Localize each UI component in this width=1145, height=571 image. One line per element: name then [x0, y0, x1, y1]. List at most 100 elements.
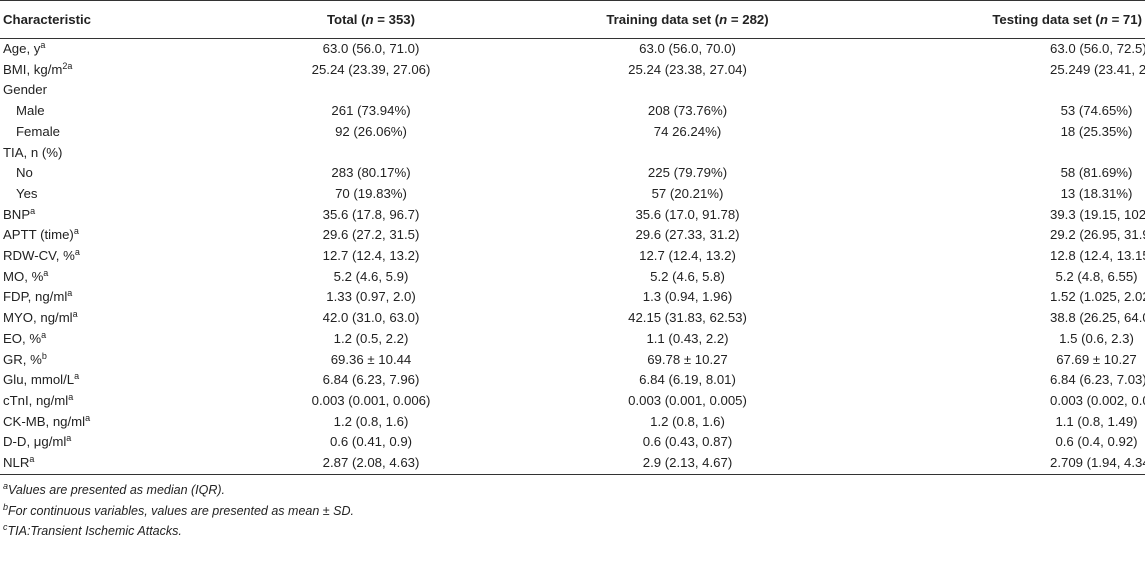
- row-label: CK-MB, ng/ml: [3, 413, 86, 429]
- header-total-rest: = 353): [373, 12, 416, 27]
- row-label-superscript: a: [43, 267, 49, 278]
- header-training-n: n: [719, 12, 728, 27]
- cell-testing: 5.2 (4.8, 6.55): [1055, 268, 1138, 284]
- header-training-rest: = 282): [727, 12, 769, 27]
- row-characteristic: Female: [0, 122, 232, 143]
- table-row: cTnI, ng/mla 0.003 (0.001, 0.006) 0.003 (0…: [0, 391, 1145, 412]
- cell-testing: 0.6 (0.4, 0.92): [1055, 434, 1138, 450]
- header-total-n: n: [365, 12, 374, 27]
- table-row: CK-MB, ng/mla 1.2 (0.8, 1.6) 1.2 (0.8, 1.6…: [0, 412, 1145, 433]
- cell-testing: 1.52 (1.025, 2.02): [1050, 289, 1145, 305]
- row-label: Age, y: [3, 41, 41, 56]
- row-characteristic: EO, %a: [0, 329, 232, 350]
- row-label: MYO, ng/ml: [3, 310, 73, 326]
- cell-testing: 2.709 (1.94, 4.34): [865, 453, 1145, 475]
- cell-training: 1.3 (0.94, 1.96): [642, 289, 733, 305]
- header-testing-n: n: [1099, 12, 1108, 27]
- table-row: D-D, μg/mla 0.6 (0.41, 0.9) 0.6 (0.43, 0.8…: [0, 432, 1145, 453]
- row-label: D-D, μg/ml: [3, 434, 67, 450]
- row-label: EO, %: [3, 330, 42, 346]
- cell-training: 1.1 (0.43, 2.2): [646, 330, 729, 346]
- cell-training: 25.24 (23.38, 27.04): [628, 61, 747, 77]
- cell-total: 0.6 (0.41, 0.9): [329, 434, 413, 450]
- row-label: cTnI, ng/ml: [3, 392, 69, 408]
- cell-total: 283 (80.17%): [331, 165, 411, 181]
- cell-testing: 6.84 (6.23, 7.03): [1050, 372, 1145, 388]
- table-row: Glu, mmol/La 6.84 (6.23, 7.96) 6.84 (6.19,…: [0, 370, 1145, 391]
- footnote: aValues are presented as median (IQR).: [3, 480, 354, 501]
- row-label: RDW-CV, %: [3, 248, 75, 264]
- footnote-marker: a: [3, 481, 9, 491]
- cell-testing: [865, 80, 1145, 101]
- row-label: FDP, ng/ml: [3, 289, 68, 305]
- row-label-superscript: b: [41, 350, 47, 361]
- characteristics-table: Characteristic Total (n = 353) Training …: [0, 0, 1145, 475]
- footnote-text: For continuous variables, values are pre…: [8, 503, 354, 518]
- cell-training: 2.9 (2.13, 4.67): [510, 453, 865, 475]
- footnote-text: Values are presented as median (IQR).: [8, 483, 226, 497]
- header-testing-rest: = 71): [1107, 12, 1142, 27]
- row-label: Female: [16, 123, 60, 139]
- cell-training: 63.0 (56.0, 70.0): [639, 41, 736, 56]
- row-label: TIA, n (%): [3, 144, 63, 160]
- table-row: No 283 (80.17%) 225 (79.79%) 58 (81.69%): [0, 163, 1145, 184]
- table-header: Characteristic Total (n = 353) Training …: [0, 0, 1145, 39]
- table-row: MO, %a 5.2 (4.6, 5.9) 5.2 (4.6, 5.8) 5.2 (4…: [0, 267, 1145, 288]
- table-row: Age, ya 63.0 (56.0, 71.0) 63.0 (56.0, 70.0…: [0, 39, 1145, 60]
- row-label: BMI, kg/m: [3, 61, 63, 77]
- cell-total: 35.6 (17.8, 96.7): [322, 206, 420, 222]
- footnote-marker: b: [3, 501, 9, 512]
- row-label: BNP: [3, 206, 31, 222]
- row-label: Gender: [3, 82, 47, 98]
- row-label: MO, %: [3, 268, 44, 284]
- footnote-text: TIA:Transient Ischemic Attacks.: [7, 524, 182, 538]
- header-training: Training data set (n = 282): [510, 0, 865, 39]
- cell-total: 2.87 (2.08, 4.63): [232, 453, 510, 475]
- cell-training: 29.6 (27.33, 31.2): [635, 227, 740, 243]
- cell-total: 12.7 (12.4, 13.2): [322, 248, 420, 264]
- cell-testing: 12.8 (12.4, 13.15): [1050, 248, 1145, 264]
- row-characteristic: MYO, ng/mla: [0, 308, 232, 329]
- cell-training: 6.84 (6.19, 8.01): [639, 372, 736, 388]
- cell-total: 63.0 (56.0, 71.0): [322, 41, 420, 56]
- cell-training: 1.2 (0.8, 1.6): [650, 413, 725, 429]
- row-label-superscript: a: [40, 40, 46, 50]
- cell-training: [510, 143, 865, 164]
- header-testing-label: Testing data set (: [992, 12, 1100, 27]
- row-characteristic: Yes: [0, 184, 232, 205]
- cell-training: 225 (79.79%): [647, 165, 728, 181]
- row-label-superscript: a: [68, 391, 74, 402]
- row-label-superscript: a: [72, 309, 78, 320]
- cell-testing: 1.1 (0.8, 1.49): [1055, 413, 1138, 429]
- header-row: Characteristic Total (n = 353) Training …: [0, 0, 1145, 39]
- cell-total: 1.2 (0.8, 1.6): [333, 413, 409, 429]
- cell-testing: 18 (25.35%): [1060, 123, 1133, 139]
- cell-total: 1.33 (0.97, 2.0): [326, 289, 416, 305]
- cell-training: 12.7 (12.4, 13.2): [639, 248, 736, 264]
- table-row: Gender: [0, 80, 1145, 101]
- cell-training: 74 26.24%): [653, 123, 722, 139]
- cell-training: 0.003 (0.001, 0.005): [628, 392, 747, 408]
- cell-total: 70 (19.83%): [335, 185, 407, 201]
- row-label: Glu, mmol/L: [3, 372, 75, 388]
- row-label-superscript: a: [85, 412, 91, 423]
- footnotes: aValues are presented as median (IQR). bF…: [3, 480, 354, 542]
- cell-training: 57 (20.21%): [651, 185, 724, 201]
- table-row: Female 92 (26.06%) 74 26.24%) 18 (25.35%): [0, 122, 1145, 143]
- table-body: Age, ya 63.0 (56.0, 71.0) 63.0 (56.0, 70.0…: [0, 39, 1145, 475]
- cell-testing: 1.5 (0.6, 2.3): [1059, 330, 1134, 346]
- cell-total: 92 (26.06%): [335, 123, 407, 139]
- row-label-superscript: a: [74, 371, 80, 382]
- table-row: Male 261 (73.94%) 208 (73.76%) 53 (74.65%): [0, 101, 1145, 122]
- cell-training: 35.6 (17.0, 91.78): [635, 206, 740, 222]
- cell-total: 5.2 (4.6, 5.9): [333, 268, 409, 284]
- cell-training: 5.2 (4.6, 5.8): [650, 268, 725, 284]
- row-label-superscript: a: [66, 433, 72, 444]
- cell-total: 25.24 (23.39, 27.06): [311, 61, 431, 77]
- cell-total: 29.6 (27.2, 31.5): [322, 227, 420, 243]
- cell-training: 208 (73.76%): [647, 103, 728, 119]
- row-label: Yes: [16, 185, 38, 201]
- cell-training: 0.6 (0.43, 0.87): [642, 434, 733, 450]
- cell-total: [232, 80, 510, 101]
